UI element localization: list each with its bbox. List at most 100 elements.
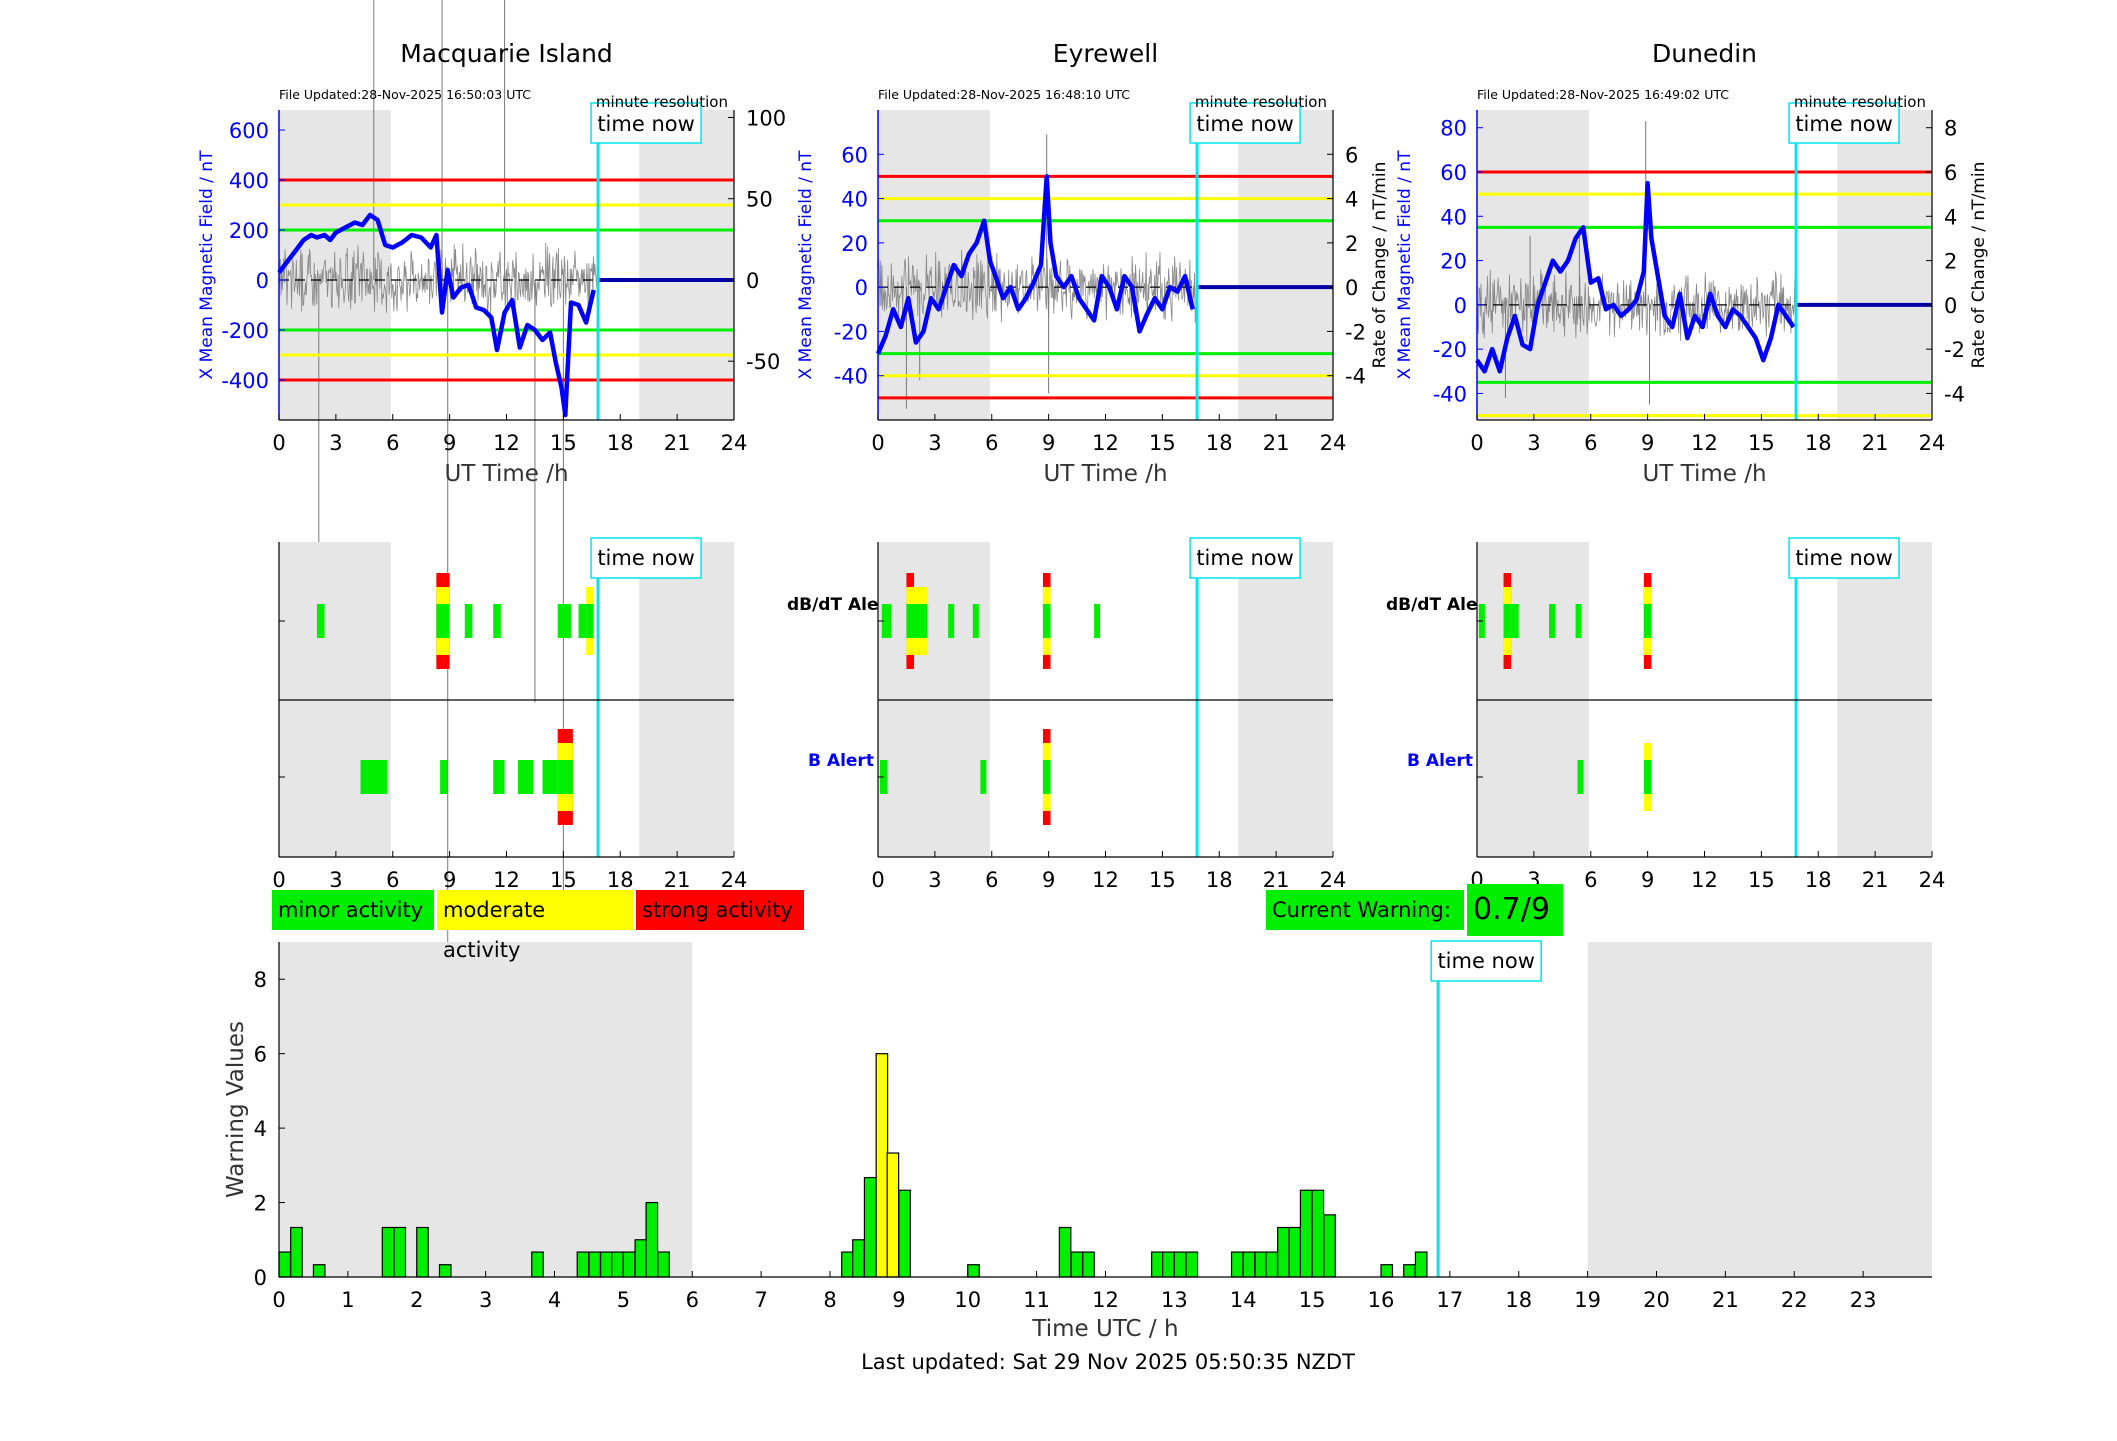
left-tick-label: 40 [841,188,868,212]
right-tick-label: 6 [1944,161,1957,185]
dbdt-alert-label: dB/dT Alert [787,595,895,615]
alert-x-tick-label: 15 [1748,868,1775,892]
current-warning-value: 0.7/9 [1467,884,1563,936]
warning-bar [886,1152,900,1278]
left-tick-label: 600 [229,119,269,143]
alert-x-tick-label: 24 [1320,868,1347,892]
warning-bar [1162,1251,1175,1278]
warning-x-tick-label: 4 [548,1288,561,1312]
b-alert-label: B Alert [1407,751,1473,771]
warning-x-tick-label: 10 [954,1288,981,1312]
x-tick-label: 18 [607,431,634,455]
x-tick-label: 12 [493,431,520,455]
field-trace [1475,180,1796,374]
alert-x-tick-label: 12 [493,868,520,892]
warning-x-tick-label: 2 [410,1288,423,1312]
alert-x-tick-label: 18 [607,868,634,892]
warning-night-shading [1587,942,1932,1277]
warning-x-tick-label: 3 [479,1288,492,1312]
warning-bar [1277,1226,1290,1278]
right-tick-label: 2 [1944,250,1957,274]
warning-bar [1403,1264,1416,1278]
warning-bar [645,1201,659,1278]
x-tick-label: 3 [329,431,342,455]
x-axis-label: UT Time /h [1043,461,1167,487]
warning-time-now-box [1430,940,1542,982]
alert-x-tick-label: 21 [664,868,691,892]
x-tick-label: 9 [443,431,456,455]
field-trace [875,174,1195,355]
right-tick-label: 8 [1944,117,1957,141]
b-alert-block-minor [542,760,558,794]
alert-x-tick-label: 9 [443,868,456,892]
legend-minor-activity: minor activity [272,890,434,930]
dbdt-alert-block-minor [1042,604,1051,638]
alert-x-tick-label: 18 [1805,868,1832,892]
warning-bar [622,1251,636,1278]
left-tick-label: -200 [221,319,269,343]
right-tick-label: -2 [1345,320,1366,344]
warning-x-tick-label: 21 [1712,1288,1739,1312]
x-tick-label: 6 [985,431,998,455]
right-tick-label: 0 [746,269,759,293]
left-tick-label: -400 [221,369,269,393]
b-alert-block-minor [493,760,505,794]
alert-x-tick-label: 3 [928,868,941,892]
left-axis-label: X Mean Magnetic Field / nT [1395,150,1415,380]
warning-bar [1265,1251,1279,1278]
left-tick-label: -40 [1433,382,1467,406]
time-now-label: time now [597,112,694,136]
night-shading [1477,110,1589,420]
x-tick-label: 6 [386,431,399,455]
warning-x-tick-label: 16 [1368,1288,1395,1312]
dbdt-alert-block-minor [316,604,325,638]
warning-bar [1173,1251,1187,1278]
current-warning-label: Current Warning: [1266,890,1464,930]
dbdt-alert-block-minor [972,604,979,638]
x-tick-label: 15 [1149,431,1176,455]
warning-y-tick-label: 2 [254,1192,267,1216]
field-trace [277,212,596,418]
alert-x-tick-label: 21 [1263,868,1290,892]
time-now-box [590,102,702,144]
b-alert-block-minor [517,760,534,794]
x-tick-label: 12 [1691,431,1718,455]
warning-y-tick-label: 4 [254,1117,267,1141]
warning-x-tick-label: 5 [617,1288,630,1312]
warning-bar [1151,1251,1164,1278]
warning-bar [1288,1226,1302,1278]
warning-x-tick-label: 9 [892,1288,905,1312]
warning-night-shading [279,942,693,1277]
warning-y-tick-label: 6 [254,1043,267,1067]
station-title: Eyrewell [1053,39,1158,68]
warning-bar [438,1264,452,1278]
warning-bar [1414,1251,1428,1278]
dbdt-alert-block-minor [586,604,594,638]
x-tick-label: 15 [1748,431,1775,455]
warning-y-tick-label: 8 [254,968,267,992]
left-tick-label: 60 [841,143,868,167]
right-axis-label: Rate of Change / nT/min [1370,162,1390,369]
warning-x-axis-label: Time UTC / h [1031,1316,1178,1342]
x-tick-label: 9 [1042,431,1055,455]
left-tick-label: -40 [834,365,868,389]
right-axis-label: Rate of Change / nT/min [1969,162,1989,369]
warning-x-tick-label: 17 [1437,1288,1464,1312]
dbdt-alert-block-minor [436,604,450,638]
night-shading [1238,110,1333,420]
left-tick-label: 40 [1440,205,1467,229]
warning-bar [863,1177,877,1278]
station-title: Macquarie Island [400,39,613,68]
right-tick-label: 6 [1345,143,1358,167]
x-tick-label: 15 [550,431,577,455]
warning-y-axis-label: Warning Values [223,1021,249,1198]
alert-x-tick-label: 15 [1149,868,1176,892]
dbdt-alert-block-minor [557,604,571,638]
resolution-label: minute resolution [1195,93,1327,111]
x-tick-label: 0 [1470,431,1483,455]
warning-y-tick-label: 0 [254,1266,267,1290]
b-alert-block-minor [360,760,388,794]
